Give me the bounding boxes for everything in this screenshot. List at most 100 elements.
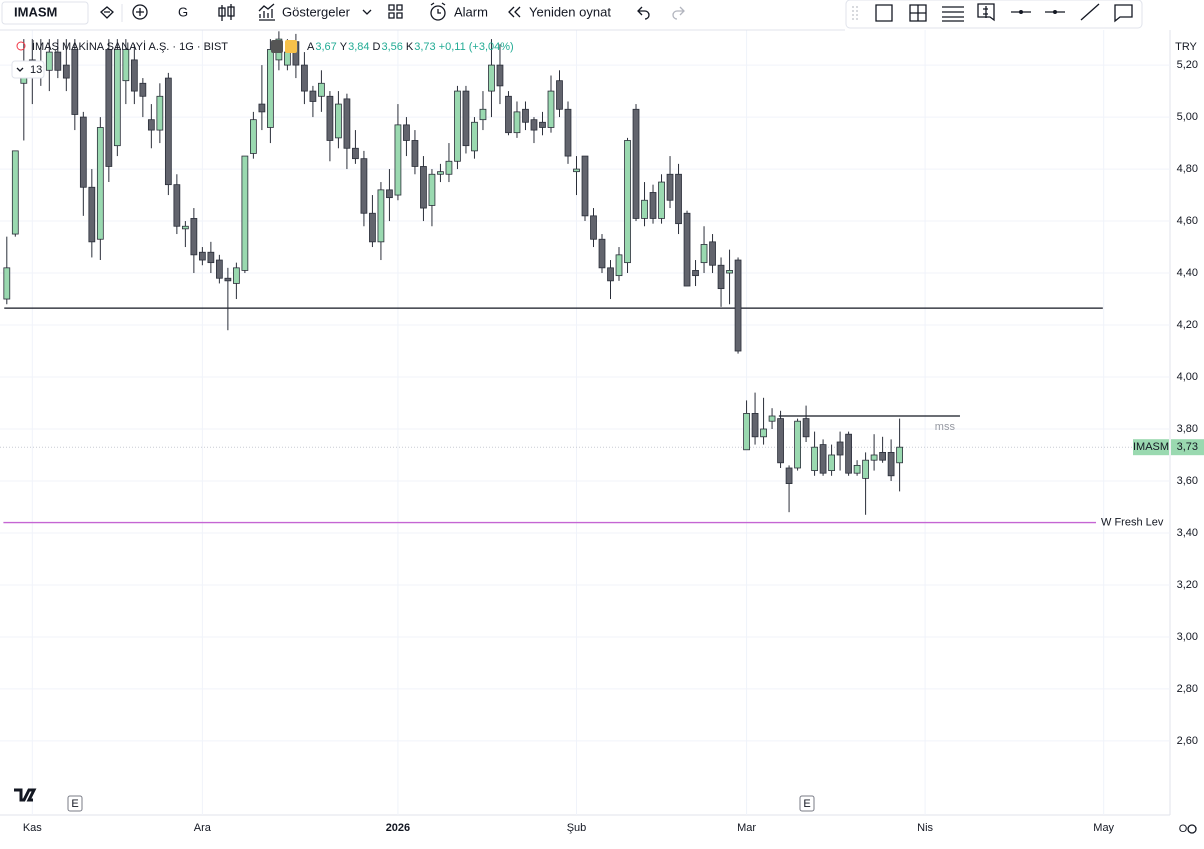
grid-tool[interactable] bbox=[909, 4, 927, 22]
candle-body bbox=[666, 173, 674, 201]
note-tool[interactable] bbox=[1114, 4, 1133, 23]
event-label[interactable]: E bbox=[803, 798, 810, 810]
compare-icon[interactable] bbox=[100, 6, 114, 19]
currency[interactable]: TRY bbox=[1175, 41, 1197, 53]
candle-body bbox=[513, 111, 521, 134]
chart-type-icon[interactable] bbox=[218, 4, 235, 21]
candle-body bbox=[734, 259, 742, 352]
candle-body bbox=[590, 215, 597, 240]
candle-body bbox=[215, 259, 223, 279]
collapse-icon bbox=[16, 67, 24, 72]
candle-body bbox=[139, 82, 147, 97]
candle-body bbox=[394, 124, 402, 196]
candle-body bbox=[71, 49, 79, 115]
replay[interactable]: Yeniden oynat bbox=[529, 4, 611, 19]
candle-body bbox=[598, 238, 606, 269]
indicators-icon[interactable] bbox=[258, 3, 275, 21]
status-d bbox=[285, 40, 297, 53]
candle-body bbox=[250, 119, 257, 154]
badge-count: 13 bbox=[30, 64, 42, 76]
interval[interactable]: G bbox=[178, 4, 188, 19]
candle-body bbox=[105, 49, 113, 167]
candle-body bbox=[284, 51, 291, 66]
tv-logo[interactable] bbox=[14, 788, 37, 802]
y-tick-label: 3,80 bbox=[1177, 423, 1198, 435]
y-tick-label: 3,00 bbox=[1177, 631, 1198, 643]
fib-tool[interactable] bbox=[942, 6, 964, 22]
undo-icon[interactable] bbox=[637, 6, 650, 20]
legend-value: 3,84 bbox=[348, 41, 369, 53]
candle-body bbox=[241, 155, 249, 271]
add-icon[interactable] bbox=[132, 4, 148, 20]
hline-tool-dot bbox=[1019, 10, 1023, 14]
collapse-badge[interactable] bbox=[11, 60, 45, 79]
candle-body bbox=[352, 147, 359, 160]
logo-dot bbox=[16, 41, 26, 51]
last-price-label: 3,73 bbox=[1177, 441, 1198, 453]
candle-body bbox=[573, 168, 580, 173]
replay-icon[interactable] bbox=[508, 6, 521, 18]
candle-body bbox=[615, 254, 623, 277]
currency-box[interactable] bbox=[1172, 36, 1202, 58]
candle-body bbox=[147, 119, 155, 131]
price-tool[interactable] bbox=[977, 3, 995, 22]
legend-value: 3,73 bbox=[414, 41, 435, 53]
y-tick-label: 3,20 bbox=[1177, 579, 1198, 591]
add-icon-plus bbox=[136, 8, 144, 16]
candle-body bbox=[335, 103, 342, 139]
candle-body bbox=[377, 189, 385, 243]
candle-body bbox=[488, 64, 495, 92]
candle-body bbox=[862, 459, 869, 479]
line-label: W Fresh Lev bbox=[1101, 516, 1164, 528]
indicators[interactable]: Göstergeler bbox=[282, 4, 351, 19]
templates-icon[interactable] bbox=[388, 4, 403, 19]
candle-body bbox=[853, 464, 861, 474]
candle-body bbox=[437, 171, 444, 175]
candle-body bbox=[301, 64, 308, 92]
candle-body bbox=[896, 446, 903, 464]
candle-body bbox=[658, 181, 665, 219]
candle-body bbox=[198, 251, 206, 261]
settings-icon[interactable] bbox=[1187, 824, 1197, 834]
candle-body bbox=[794, 420, 801, 469]
dropdown-icon[interactable] bbox=[362, 9, 372, 15]
candle-body bbox=[785, 467, 793, 484]
y-tick-label: 4,00 bbox=[1177, 371, 1198, 383]
candle-body bbox=[726, 270, 733, 274]
scale-button[interactable]: O bbox=[1179, 823, 1188, 835]
y-tick-label: 3,60 bbox=[1177, 475, 1198, 487]
flag[interactable] bbox=[271, 40, 283, 53]
candle-body bbox=[96, 127, 104, 240]
candle-body bbox=[343, 98, 351, 149]
y-tick-label: 2,80 bbox=[1177, 683, 1198, 695]
candle-body bbox=[564, 108, 572, 157]
line-label: mss bbox=[935, 421, 956, 433]
candle-body bbox=[522, 108, 529, 123]
y-tick-label: 4,60 bbox=[1177, 215, 1198, 227]
candle-body bbox=[79, 116, 87, 188]
alarm-icon[interactable] bbox=[430, 5, 446, 21]
event-marker[interactable] bbox=[799, 795, 815, 812]
event-label[interactable]: E bbox=[71, 798, 78, 810]
last-price-box bbox=[1171, 439, 1204, 456]
trend-tool[interactable] bbox=[1080, 3, 1100, 21]
symbol-box[interactable] bbox=[1, 1, 89, 25]
alarm[interactable]: Alarm bbox=[454, 4, 488, 19]
legend-key: A bbox=[307, 41, 315, 53]
x-tick-label: Kas bbox=[23, 822, 42, 834]
symbol[interactable]: IMASM bbox=[14, 4, 57, 19]
candle-body bbox=[683, 212, 691, 287]
candle-body bbox=[173, 184, 181, 227]
x-tick-label: Şub bbox=[567, 822, 587, 834]
event-marker[interactable] bbox=[67, 795, 83, 812]
candle-body bbox=[879, 451, 886, 461]
redo-icon[interactable] bbox=[672, 6, 685, 20]
legend-value: 3,67 bbox=[315, 41, 336, 53]
x-tick-label: Ara bbox=[194, 822, 212, 834]
rect-tool[interactable] bbox=[875, 4, 893, 22]
plot: 2,60 2,80 3,00 3,20 3,40 3,60 3,80 4,00 4,20 4,40… bbox=[0, 30, 1204, 834]
candle-body bbox=[233, 267, 240, 284]
legend-value: 3,56 bbox=[381, 41, 402, 53]
candle-body bbox=[386, 189, 393, 199]
